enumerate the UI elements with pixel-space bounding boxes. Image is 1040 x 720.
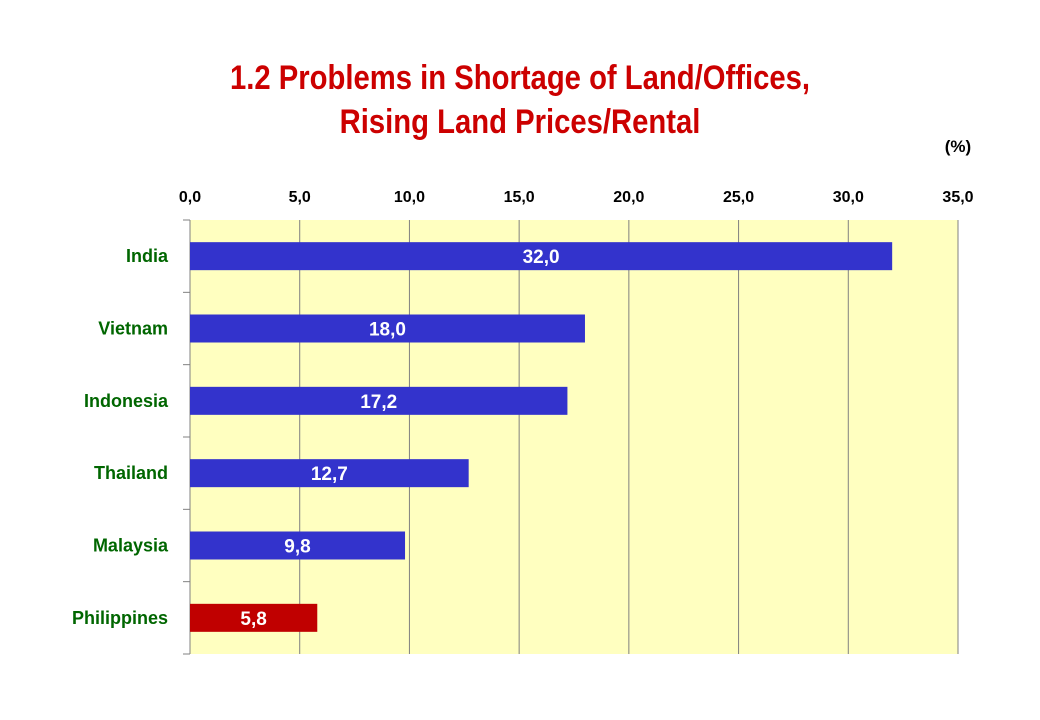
- chart-title-line-2: Rising Land Prices/Rental: [339, 103, 701, 141]
- bar-malaysia: [190, 531, 406, 560]
- category-label-philippines: Philippines: [72, 608, 168, 628]
- x-tick-label: 5,0: [289, 189, 311, 206]
- category-label-india: India: [126, 246, 169, 266]
- bar-philippines: [190, 603, 318, 632]
- value-label-philippines: 5,8: [240, 609, 266, 630]
- x-tick-label: 30,0: [833, 189, 864, 206]
- x-tick-label: 20,0: [613, 189, 644, 206]
- bar-vietnam: [190, 314, 585, 343]
- value-label-indonesia: 17,2: [360, 392, 397, 413]
- value-label-india: 32,0: [523, 247, 560, 268]
- value-label-thailand: 12,7: [311, 464, 348, 485]
- bar-india: [190, 242, 893, 271]
- plot-area: [190, 220, 958, 654]
- x-tick-label: 35,0: [942, 189, 973, 206]
- unit-label: (%): [944, 137, 972, 156]
- value-label-malaysia: 9,8: [284, 537, 310, 558]
- value-label-vietnam: 18,0: [369, 320, 406, 341]
- x-tick-label: 10,0: [394, 189, 425, 206]
- bar-indonesia: [190, 386, 568, 415]
- x-tick-label: 25,0: [723, 189, 754, 206]
- x-tick-label: 15,0: [504, 189, 535, 206]
- category-label-thailand: Thailand: [94, 463, 168, 483]
- category-label-vietnam: Vietnam: [98, 319, 168, 339]
- chart-title-line-1: 1.2 Problems in Shortage of Land/Offices…: [229, 59, 811, 97]
- category-label-malaysia: Malaysia: [93, 536, 169, 556]
- x-tick-label: 0,0: [179, 189, 201, 206]
- category-label-indonesia: Indonesia: [84, 391, 169, 411]
- bar-thailand: [190, 459, 469, 488]
